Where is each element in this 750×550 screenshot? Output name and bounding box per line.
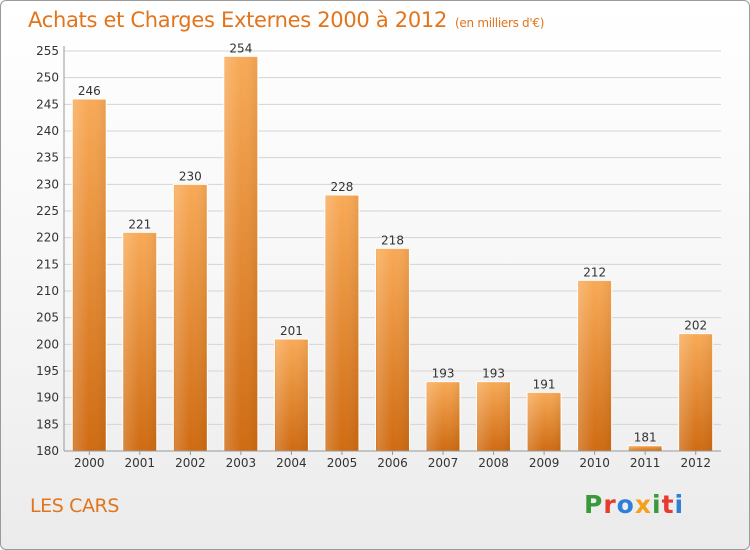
- y-tick-label: 220: [36, 231, 59, 245]
- x-tick-label: 2005: [327, 456, 358, 470]
- chart-unit: (en milliers d'€): [455, 16, 545, 30]
- bar-value-label: 193: [432, 367, 455, 381]
- bar-shine: [123, 233, 156, 451]
- x-tick-label: 2002: [175, 456, 206, 470]
- logo-letter: o: [616, 490, 635, 519]
- chart-title-text: Achats et Charges Externes 2000 à 2012: [28, 8, 448, 32]
- bar-value-label: 181: [634, 431, 657, 445]
- y-tick-label: 190: [36, 391, 59, 405]
- bar-shine: [528, 393, 561, 451]
- bar-shine: [477, 382, 510, 451]
- bar-value-label: 191: [533, 377, 556, 391]
- x-tick-label: 2000: [74, 456, 105, 470]
- x-tick-label: 2008: [478, 456, 509, 470]
- y-tick-label: 210: [36, 284, 59, 298]
- bar-value-label: 202: [684, 319, 707, 333]
- x-tick-label: 2009: [529, 456, 560, 470]
- bar-shine: [427, 382, 460, 451]
- logo-letter: i: [652, 490, 662, 519]
- x-tick-label: 2006: [377, 456, 408, 470]
- bar-shine: [376, 249, 409, 451]
- x-tick-label: 2010: [579, 456, 610, 470]
- y-tick-label: 200: [36, 337, 59, 351]
- y-tick-label: 245: [36, 97, 59, 111]
- y-tick-label: 195: [36, 364, 59, 378]
- bar-shine: [224, 57, 257, 451]
- bar-value-label: 218: [381, 233, 404, 247]
- y-tick-label: 225: [36, 204, 59, 218]
- chart-title: Achats et Charges Externes 2000 à 2012 (e…: [28, 8, 544, 32]
- y-tick-label: 230: [36, 177, 59, 191]
- place-name: LES CARS: [30, 495, 120, 517]
- y-tick-label: 240: [36, 124, 59, 138]
- bar-value-label: 230: [179, 169, 202, 183]
- x-tick-label: 2004: [276, 456, 307, 470]
- bar-shine: [578, 281, 611, 451]
- logo-letter: P: [584, 490, 604, 519]
- logo-letter: i: [674, 490, 685, 519]
- bar-value-label: 221: [128, 217, 151, 231]
- logo-letter: r: [603, 490, 617, 519]
- bar-value-label: 212: [583, 265, 606, 279]
- bar-shine: [325, 196, 358, 451]
- y-tick-label: 235: [36, 151, 59, 165]
- bar-value-label: 193: [482, 367, 505, 381]
- logo-letter: x: [634, 490, 652, 519]
- bar-value-label: 246: [78, 84, 101, 98]
- y-tick-label: 250: [36, 71, 59, 85]
- y-tick-label: 215: [36, 257, 59, 271]
- bar-shine: [629, 446, 662, 451]
- x-tick-label: 2003: [226, 456, 257, 470]
- bar-shine: [174, 185, 207, 452]
- logo-letter: t: [661, 490, 675, 519]
- x-tick-label: 2001: [125, 456, 156, 470]
- x-tick-label: 2007: [428, 456, 459, 470]
- bar-value-label: 254: [229, 41, 252, 55]
- bar-shine: [275, 340, 308, 451]
- y-tick-label: 205: [36, 311, 59, 325]
- bar-value-label: 201: [280, 324, 303, 338]
- bar-shine: [679, 334, 712, 451]
- y-tick-label: 180: [36, 444, 59, 458]
- proxiti-logo[interactable]: Proxiti: [584, 490, 684, 519]
- y-tick-label: 255: [36, 44, 59, 58]
- x-tick-label: 2012: [680, 456, 711, 470]
- y-tick-label: 185: [36, 417, 59, 431]
- bar-shine: [73, 100, 106, 451]
- x-tick-label: 2011: [630, 456, 661, 470]
- bar-value-label: 228: [331, 180, 354, 194]
